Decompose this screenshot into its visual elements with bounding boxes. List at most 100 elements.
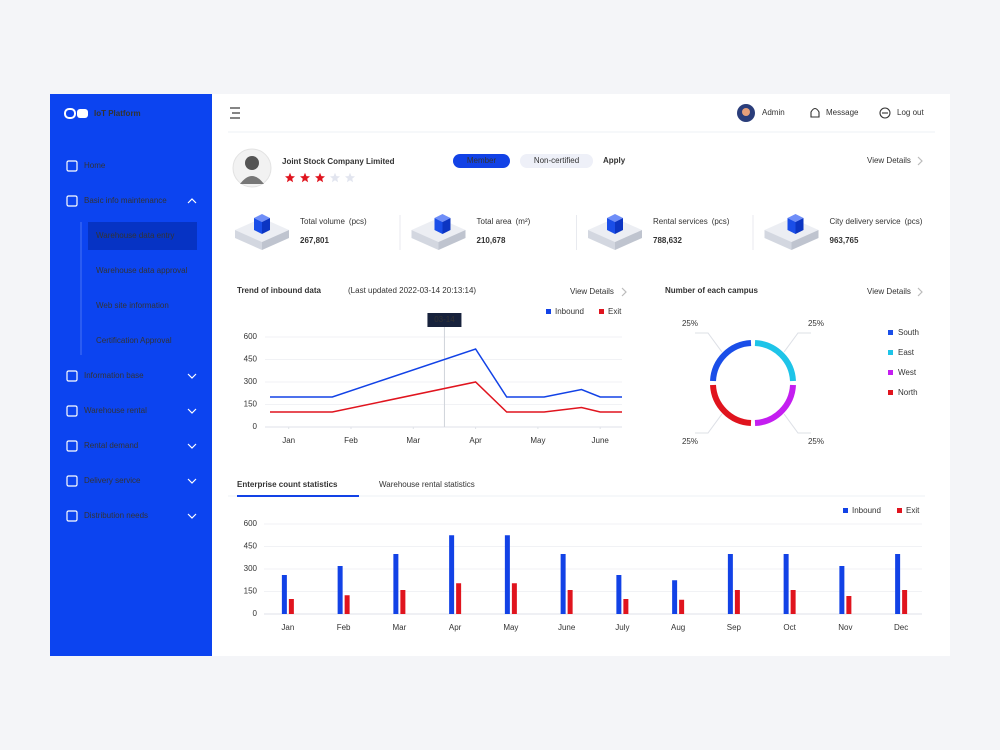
value-label: 25% xyxy=(808,437,824,446)
stat-label: Total area xyxy=(477,217,513,226)
submenu-item[interactable]: Warehouse data entry xyxy=(96,231,174,240)
x-tick-label: Apr xyxy=(449,623,462,632)
apply-link[interactable]: Apply xyxy=(603,156,626,165)
cert-label: Non-certified xyxy=(534,156,579,165)
bar xyxy=(456,583,462,614)
avatar-face xyxy=(742,108,750,116)
tab-active[interactable]: Enterprise count statistics xyxy=(237,480,338,489)
stat-icon xyxy=(434,218,443,234)
rating-star xyxy=(285,172,295,183)
bar xyxy=(790,590,796,614)
menu-icon xyxy=(66,440,78,452)
y-tick-label: 300 xyxy=(244,564,258,573)
x-tick-label: Aug xyxy=(671,623,685,632)
chevron xyxy=(187,478,197,484)
user-name[interactable]: Admin xyxy=(762,108,785,117)
legend-swatch xyxy=(546,309,551,314)
stat-icon xyxy=(442,218,451,234)
bar xyxy=(511,583,517,614)
rating-star xyxy=(315,172,325,183)
message-link[interactable]: Message xyxy=(826,108,859,117)
menu-item[interactable]: Basic info maintenance xyxy=(84,196,167,205)
legend-swatch xyxy=(897,508,902,513)
y-tick-label: 600 xyxy=(244,332,258,341)
x-tick-label: Oct xyxy=(783,623,796,632)
rating-star xyxy=(330,172,340,183)
x-tick-label: Dec xyxy=(894,623,908,632)
legend-label: Exit xyxy=(608,307,622,316)
menu-item[interactable]: Rental demand xyxy=(84,441,138,450)
donut-segment xyxy=(710,340,752,382)
menu-icon xyxy=(66,405,78,417)
stat-icon xyxy=(411,230,439,250)
member-label: Member xyxy=(467,156,497,165)
stat-icon xyxy=(262,230,289,250)
bar xyxy=(672,580,678,614)
company-avatar-body xyxy=(240,176,264,184)
tooltip-label: 03-14 xyxy=(434,315,455,324)
tab[interactable]: Warehouse rental statistics xyxy=(379,480,475,489)
value-label: 25% xyxy=(682,437,698,446)
view-details[interactable]: View Details xyxy=(570,287,614,296)
bell-icon xyxy=(810,107,820,118)
bar xyxy=(560,554,566,614)
menu-item[interactable]: Home xyxy=(84,161,106,170)
legend-label: Exit xyxy=(906,506,920,515)
bar xyxy=(839,566,845,614)
y-tick-label: 600 xyxy=(244,519,258,528)
chevron xyxy=(187,373,197,379)
donut-segment xyxy=(710,384,752,426)
bar xyxy=(895,554,901,614)
menu-item[interactable]: Distribution needs xyxy=(84,511,148,520)
stat-icon xyxy=(787,218,796,234)
chart-title: Trend of inbound data xyxy=(237,286,322,295)
stat-unit: (m²) xyxy=(516,217,531,226)
legend-label: West xyxy=(898,368,917,377)
stat-label: Total volume xyxy=(300,217,345,226)
submenu-item[interactable]: Warehouse data approval xyxy=(96,266,188,275)
stat-value: 788,632 xyxy=(653,236,682,245)
stat-icon xyxy=(438,230,466,250)
bar xyxy=(337,566,343,614)
stat-icon xyxy=(795,218,804,234)
y-tick-label: 0 xyxy=(253,609,258,618)
rating-star xyxy=(300,172,310,183)
stat-icon xyxy=(254,218,262,234)
menu-icon xyxy=(66,510,78,522)
stat-value: 267,801 xyxy=(300,236,329,245)
legend-swatch xyxy=(888,330,893,335)
x-tick-label: Mar xyxy=(392,623,406,632)
x-tick-label: Sep xyxy=(727,623,742,632)
chevron xyxy=(187,408,197,414)
logout-icon xyxy=(879,107,891,119)
stat-icon xyxy=(607,218,615,234)
x-tick-label: July xyxy=(615,623,629,632)
leader-line xyxy=(695,332,723,353)
x-tick-label: June xyxy=(558,623,576,632)
stat-value: 210,678 xyxy=(477,236,506,245)
submenu-item[interactable]: Web site information xyxy=(96,301,169,310)
chevron xyxy=(187,443,197,449)
menu-item[interactable]: Information base xyxy=(84,371,144,380)
menu-icon xyxy=(66,195,78,207)
chart-title: Number of each campus xyxy=(665,286,758,295)
rating-star xyxy=(345,172,355,183)
logout-link[interactable]: Log out xyxy=(897,108,924,117)
view-details[interactable]: View Details xyxy=(867,156,911,165)
y-tick-label: 300 xyxy=(244,377,258,386)
stat-unit: (pcs) xyxy=(905,217,923,226)
donut-segment xyxy=(754,340,796,382)
view-details[interactable]: View Details xyxy=(867,287,911,296)
menu-item[interactable]: Warehouse rental xyxy=(84,406,147,415)
leader-line xyxy=(783,413,811,434)
x-tick-label: Mar xyxy=(406,436,420,445)
bar xyxy=(449,535,455,614)
legend-label: East xyxy=(898,348,915,357)
stat-value: 963,765 xyxy=(830,236,859,245)
stat-icon xyxy=(262,218,270,234)
submenu-item[interactable]: Certification Approval xyxy=(96,336,172,345)
chart-subtitle: (Last updated 2022-03-14 20:13:14) xyxy=(348,286,476,295)
y-tick-label: 0 xyxy=(253,422,258,431)
menu-item[interactable]: Delivery service xyxy=(84,476,141,485)
stat-label: Rental services xyxy=(653,217,708,226)
